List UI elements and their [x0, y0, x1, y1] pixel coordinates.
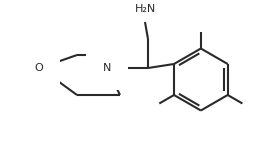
Text: H₂N: H₂N: [134, 4, 156, 14]
Text: N: N: [103, 63, 111, 73]
Text: O: O: [35, 63, 43, 73]
